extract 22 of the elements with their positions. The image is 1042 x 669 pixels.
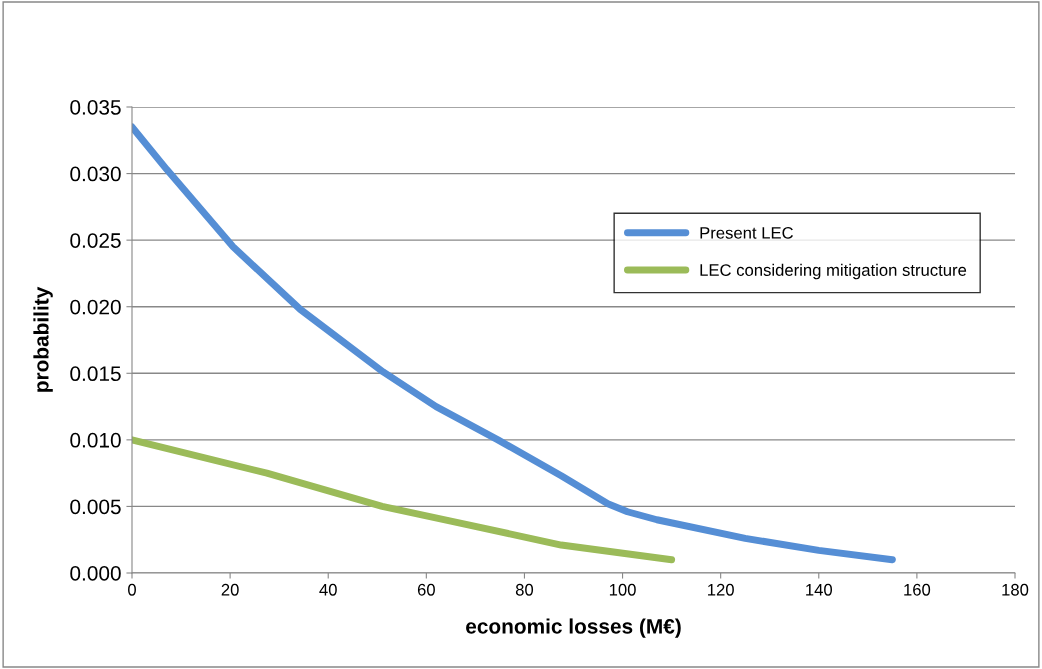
x-tick-label: 140: [806, 583, 833, 596]
y-tick-label: 0.030: [70, 166, 121, 182]
y-tick-label: 0.025: [70, 233, 121, 248]
x-tick-label: 120: [708, 583, 734, 596]
y-tick-label: 0.015: [70, 366, 121, 382]
y-tick-label: 0.005: [70, 499, 121, 515]
y-tick-label: 0.020: [70, 299, 121, 315]
x-tick-label: 0: [128, 583, 136, 596]
legend-label: Present LEC: [700, 226, 793, 239]
x-tick-label: 80: [515, 583, 534, 596]
x-tick-label: 180: [1002, 583, 1029, 596]
y-tick-label: 0.010: [70, 432, 121, 448]
legend-label: LEC considering mitigation structure: [700, 263, 967, 280]
y-axis-title: probability: [33, 286, 53, 392]
x-tick-label: 60: [417, 583, 435, 596]
x-tick-label: 160: [904, 583, 931, 596]
x-tick-label: 100: [609, 583, 636, 596]
x-axis-title: economic losses (M€): [466, 618, 681, 638]
x-tick-label: 20: [221, 583, 239, 596]
y-tick-label: 0.000: [70, 566, 121, 581]
x-tick-label: 40: [319, 583, 337, 596]
y-tick-label: 0.035: [70, 100, 121, 115]
